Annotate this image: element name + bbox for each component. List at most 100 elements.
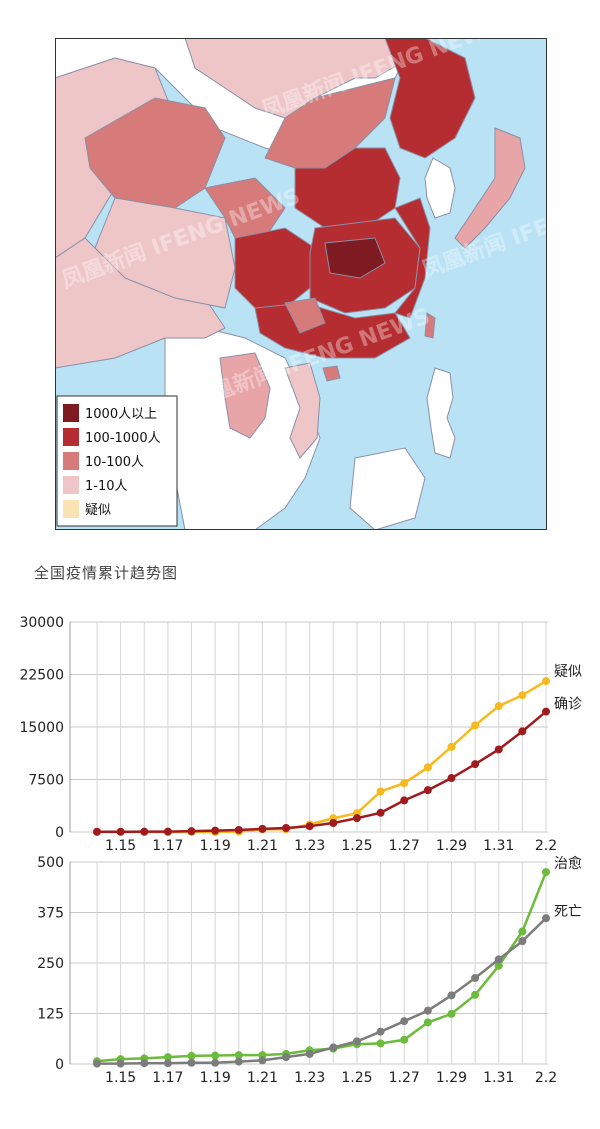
data-point — [116, 1059, 125, 1068]
data-point — [116, 827, 125, 836]
data-point — [518, 727, 527, 736]
series-line — [96, 871, 548, 1063]
map-borneo — [349, 447, 426, 530]
data-point — [423, 1006, 432, 1015]
y-tick-label: 15000 — [19, 720, 64, 736]
data-point — [163, 1059, 172, 1068]
x-tick-label: 1.17 — [152, 838, 183, 850]
data-point — [542, 868, 550, 877]
data-point — [140, 1059, 149, 1068]
data-point — [282, 824, 291, 833]
x-tick-label: 1.19 — [200, 838, 231, 850]
data-point — [542, 707, 550, 716]
data-point — [234, 1051, 243, 1060]
data-point — [163, 1053, 172, 1062]
legend-label: 1-10人 — [85, 479, 128, 494]
series-label: 确诊 — [554, 697, 582, 713]
legend-label: 1000人以上 — [85, 407, 157, 422]
x-tick-label: 1.23 — [294, 838, 325, 850]
trend-chart-title: 全国疫情累计趋势图 — [34, 564, 179, 582]
series-label: 死亡 — [554, 904, 582, 920]
x-tick-label: 1.31 — [483, 1070, 514, 1086]
data-point — [423, 763, 432, 772]
data-point — [518, 927, 527, 936]
x-tick-label: 1.25 — [341, 838, 372, 850]
x-tick-label: 1.23 — [294, 1070, 325, 1086]
y-tick-label: 7500 — [28, 773, 64, 789]
map-korea — [424, 157, 456, 219]
y-tick-label: 22500 — [19, 668, 64, 684]
data-point — [282, 1053, 291, 1062]
x-tick-label: 1.27 — [389, 838, 420, 850]
map-frame — [55, 38, 547, 530]
data-point — [376, 808, 385, 817]
map-region-east-coast — [394, 197, 431, 319]
map-region-tibet — [94, 197, 236, 309]
data-point — [447, 1009, 456, 1018]
x-tick-label: 1.29 — [436, 1070, 467, 1086]
data-point — [93, 1059, 101, 1068]
y-tick-label: 0 — [55, 1057, 64, 1073]
map-japan — [454, 127, 526, 249]
data-point — [163, 827, 172, 836]
data-point — [542, 677, 550, 686]
data-point — [234, 1057, 243, 1066]
data-point — [329, 818, 338, 827]
data-point — [211, 826, 220, 835]
legend-swatch — [63, 476, 79, 494]
data-point — [187, 827, 196, 836]
x-tick-label: 2.2 — [535, 1070, 557, 1086]
data-point — [187, 1058, 196, 1067]
chart-confirmed-suspected: 0 7500 15000 22500 30000 1.15 1.17 1.19 1.21 1.23… — [19, 615, 582, 850]
legend-label: 100-1000人 — [85, 431, 161, 446]
series-label: 治愈 — [554, 856, 582, 872]
data-point — [471, 973, 480, 982]
chart-cured-deaths: 0 125 250 375 500 1.15 1.17 1.19 1.21 1.23 1.25 1.2… — [37, 855, 582, 1086]
data-point — [258, 1056, 267, 1065]
data-point — [329, 1043, 338, 1052]
data-point — [400, 796, 409, 805]
data-point — [447, 774, 456, 783]
map-region-northeast — [384, 38, 476, 159]
map-region-vn-light — [284, 362, 321, 459]
data-point — [93, 827, 101, 836]
map-region-inner-mongolia — [264, 77, 396, 169]
data-point — [140, 827, 149, 836]
data-point — [305, 822, 314, 831]
y-tick-label: 500 — [37, 855, 64, 871]
series-line — [97, 680, 547, 834]
x-tick-label: 1.21 — [247, 838, 278, 850]
data-point — [305, 1049, 314, 1058]
y-tick-label: 30000 — [19, 615, 64, 631]
map-region-sea-light — [219, 352, 271, 439]
data-point — [352, 814, 361, 823]
data-point — [423, 1018, 432, 1027]
legend-swatch — [63, 500, 79, 518]
series-label: 疑似 — [554, 664, 582, 680]
data-point — [542, 914, 550, 923]
y-tick-label: 250 — [37, 956, 64, 972]
data-point — [258, 824, 267, 833]
x-tick-label: 1.25 — [341, 1070, 372, 1086]
data-point — [494, 745, 503, 754]
map-philippines — [426, 367, 456, 459]
data-point — [494, 961, 503, 970]
data-point — [494, 702, 503, 711]
map-taiwan — [424, 312, 436, 339]
map-region-sichuan — [234, 227, 316, 309]
legend-swatch — [63, 452, 79, 470]
data-point — [447, 991, 456, 1000]
data-point — [400, 779, 409, 788]
x-tick-label: 1.19 — [200, 1070, 231, 1086]
map-region-hubei — [324, 237, 386, 279]
map-svg: 凤凰新闻 IFENG NEWS 凤凰新闻 IFENG NEWS 凤凰新闻 IFE… — [55, 38, 547, 530]
x-tick-label: 1.17 — [152, 1070, 183, 1086]
map-region-guizhou — [284, 297, 326, 334]
data-point — [471, 760, 480, 769]
map-region-north-china — [294, 147, 401, 229]
legend-label: 疑似 — [85, 502, 111, 518]
x-tick-label: 1.29 — [436, 838, 467, 850]
data-point — [211, 1058, 220, 1067]
legend-swatch — [63, 428, 79, 446]
legend-swatch — [63, 404, 79, 422]
